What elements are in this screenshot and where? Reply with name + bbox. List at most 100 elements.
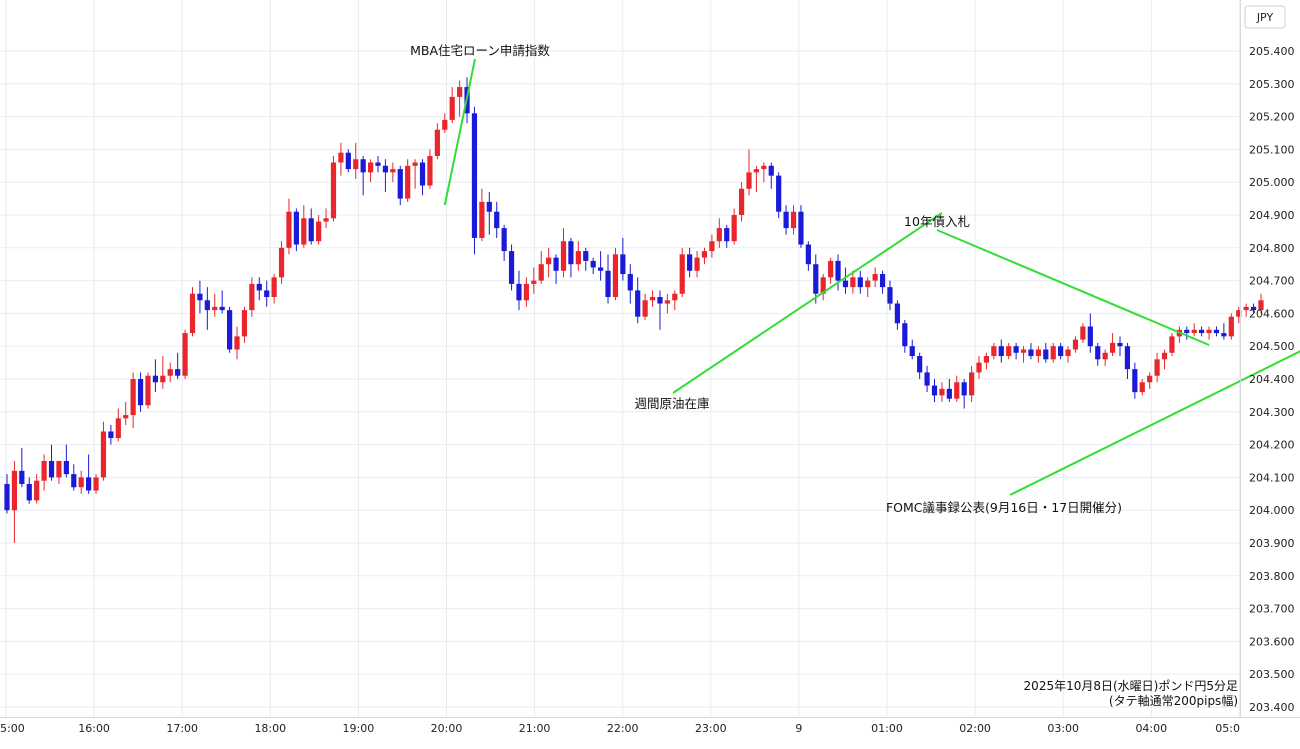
candle[interactable]	[41, 454, 47, 491]
candle[interactable]	[197, 280, 203, 314]
candle[interactable]	[123, 401, 129, 425]
annotation[interactable]: MBA住宅ローン申請指数	[410, 43, 550, 206]
candle[interactable]	[931, 379, 938, 402]
candle[interactable]	[768, 162, 774, 189]
candle[interactable]	[330, 155, 337, 222]
candle[interactable]	[189, 287, 196, 337]
candle[interactable]	[1184, 326, 1190, 340]
candle[interactable]	[805, 241, 811, 271]
candle[interactable]	[508, 244, 515, 291]
candle[interactable]	[687, 247, 693, 278]
candle[interactable]	[34, 474, 40, 504]
candle[interactable]	[26, 477, 32, 504]
annotation[interactable]: 週間原油在庫	[634, 212, 943, 411]
candle[interactable]	[93, 474, 99, 494]
candle[interactable]	[249, 277, 255, 317]
candle[interactable]	[1072, 336, 1079, 353]
candle[interactable]	[842, 267, 849, 294]
candle[interactable]	[679, 247, 685, 297]
candle[interactable]	[419, 159, 426, 196]
time-axis[interactable]: 5:00 16:00 17:00 18:00 19:00 20:00 21:00 22:00 2…	[0, 722, 1240, 735]
candle[interactable]	[1065, 346, 1071, 363]
candle[interactable]	[382, 159, 389, 193]
candle[interactable]	[152, 359, 158, 393]
candle[interactable]	[642, 293, 648, 320]
candle[interactable]	[761, 162, 767, 183]
candle[interactable]	[345, 149, 351, 173]
candle[interactable]	[612, 247, 619, 301]
candle[interactable]	[1221, 323, 1227, 340]
candle[interactable]	[56, 461, 62, 484]
candle[interactable]	[753, 165, 760, 193]
candle[interactable]	[538, 251, 544, 284]
candle[interactable]	[724, 224, 730, 248]
candle[interactable]	[1050, 342, 1056, 363]
candle[interactable]	[560, 228, 567, 278]
candle[interactable]	[397, 165, 403, 206]
candle[interactable]	[360, 155, 366, 196]
candle[interactable]	[1124, 342, 1131, 379]
candle[interactable]	[1035, 346, 1041, 363]
candle[interactable]	[857, 270, 863, 294]
candle[interactable]	[427, 149, 433, 189]
candle[interactable]	[11, 461, 18, 543]
candle[interactable]	[1236, 306, 1242, 324]
candle[interactable]	[234, 326, 240, 360]
candle[interactable]	[731, 208, 737, 245]
candle[interactable]	[4, 474, 10, 514]
candle[interactable]	[405, 159, 411, 202]
candle[interactable]	[219, 290, 225, 314]
candle[interactable]	[983, 352, 990, 370]
candle[interactable]	[48, 444, 55, 481]
candle[interactable]	[137, 372, 144, 412]
candle[interactable]	[835, 254, 841, 291]
candle[interactable]	[620, 237, 626, 281]
candle[interactable]	[583, 247, 589, 271]
candle[interactable]	[1102, 349, 1108, 366]
candle[interactable]	[664, 293, 670, 314]
candle[interactable]	[160, 356, 166, 389]
candle[interactable]	[1109, 333, 1116, 357]
candle[interactable]	[308, 208, 314, 245]
candle[interactable]	[969, 365, 975, 402]
candle[interactable]	[976, 356, 982, 379]
candle[interactable]	[776, 172, 782, 219]
candle[interactable]	[182, 329, 188, 379]
candle[interactable]	[924, 365, 930, 393]
candle[interactable]	[820, 274, 826, 301]
candle[interactable]	[494, 201, 500, 238]
candle[interactable]	[1006, 342, 1012, 360]
currency-badge[interactable]: JPY	[1244, 5, 1286, 29]
candle[interactable]	[479, 188, 485, 242]
candle[interactable]	[501, 224, 507, 261]
candle[interactable]	[991, 342, 997, 360]
candle[interactable]	[301, 205, 307, 248]
candle[interactable]	[553, 254, 559, 284]
candle[interactable]	[323, 208, 329, 229]
candle[interactable]	[286, 198, 292, 255]
candle[interactable]	[264, 280, 270, 307]
candle[interactable]	[590, 257, 596, 275]
candle[interactable]	[850, 270, 856, 294]
candle[interactable]	[790, 205, 797, 235]
candle[interactable]	[657, 290, 663, 330]
candle[interactable]	[390, 162, 396, 183]
candle[interactable]	[227, 306, 233, 353]
candle[interactable]	[63, 444, 69, 478]
candle[interactable]	[1258, 293, 1264, 314]
candle[interactable]	[738, 182, 745, 222]
candle[interactable]	[917, 352, 923, 379]
candle[interactable]	[353, 142, 359, 179]
candle[interactable]	[605, 254, 611, 304]
candle[interactable]	[672, 290, 678, 311]
candle[interactable]	[145, 372, 151, 409]
candle[interactable]	[961, 379, 967, 409]
candle[interactable]	[1132, 362, 1138, 399]
candle[interactable]	[909, 339, 915, 360]
candle[interactable]	[86, 454, 92, 494]
candle[interactable]	[204, 287, 210, 330]
candle[interactable]	[865, 277, 871, 297]
candle[interactable]	[954, 375, 960, 402]
candle[interactable]	[813, 254, 819, 304]
candle[interactable]	[1087, 313, 1093, 353]
